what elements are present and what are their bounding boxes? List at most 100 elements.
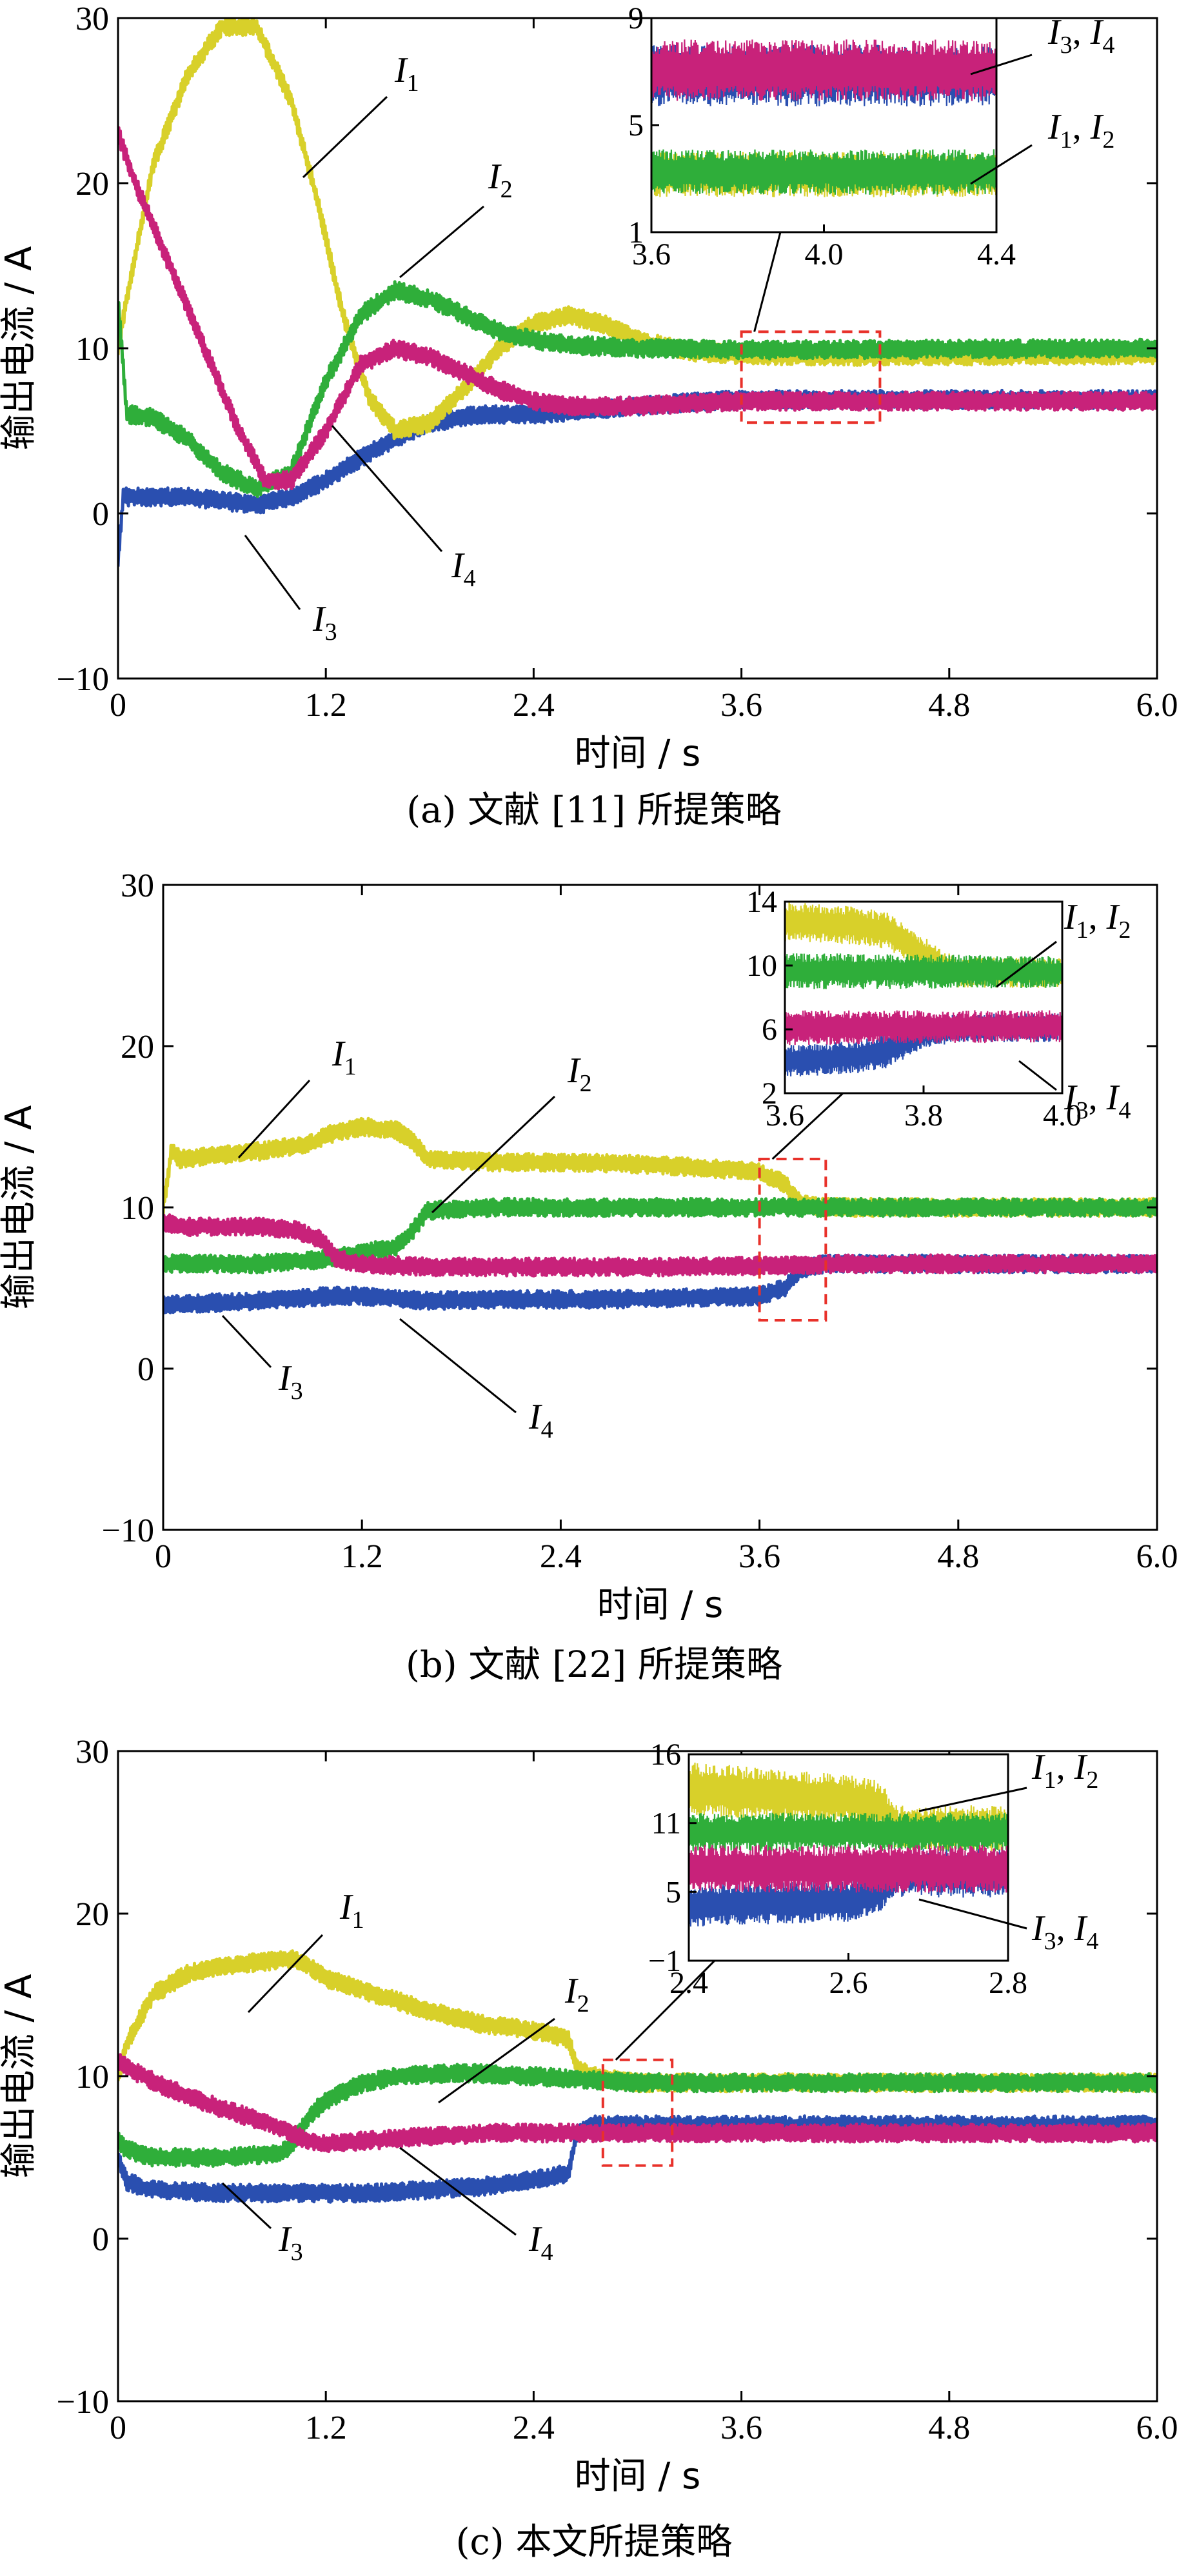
annotation-label: I2 — [488, 157, 513, 203]
x-tick-label: 6.0 — [1136, 1538, 1178, 1575]
zoom-box — [758, 1158, 827, 1322]
series-line-I4 — [163, 1213, 1157, 1278]
inset-y-tick-label: 9 — [628, 1, 644, 35]
annotation-label: I1, I2 — [1064, 897, 1131, 944]
annotation-label: I3 — [312, 599, 337, 646]
series-line-I4 — [118, 126, 1157, 491]
x-tick-label: 0 — [155, 1538, 172, 1575]
x-tick-label: 2.4 — [513, 2410, 555, 2446]
annotation-label: I4 — [528, 1397, 553, 1443]
inset-band-I2 — [689, 1812, 1008, 1852]
annotation-0: I1 — [237, 1034, 357, 1159]
x-axis-label: 时间 / s — [597, 1584, 724, 1626]
panel-caption: (b) 文献 [22] 所提策略 — [406, 1644, 782, 1686]
annotation-3: I4 — [399, 1318, 553, 1443]
annotation-leader — [399, 2146, 517, 2236]
y-tick-label: 0 — [92, 496, 109, 533]
inset-x-tick-label: 2.6 — [829, 1966, 868, 2000]
x-tick-label: 1.2 — [305, 687, 347, 724]
y-tick-label: 20 — [75, 166, 109, 203]
panel-caption: (c) 本文所提策略 — [456, 2521, 733, 2563]
annotation-leader — [918, 1787, 1027, 1812]
y-tick-label: −10 — [102, 1512, 154, 1549]
annotation-5: I3, I4 — [1018, 1060, 1131, 1124]
annotation-leader — [1018, 1060, 1057, 1091]
x-tick-label: 2.4 — [513, 687, 555, 724]
inset-x-tick-label: 3.8 — [904, 1098, 943, 1133]
y-tick-label: 20 — [121, 1029, 154, 1065]
annotation-4: I1, I2 — [996, 897, 1131, 988]
zoom-connector — [771, 1092, 844, 1160]
x-tick-label: 3.6 — [720, 2410, 762, 2446]
annotation-label: I3, I4 — [1031, 1908, 1098, 1955]
x-tick-label: 1.2 — [305, 2410, 347, 2446]
x-tick-label: 4.8 — [928, 2410, 970, 2446]
inset-band-I2 — [651, 149, 996, 195]
annotation-label: I3 — [278, 1358, 303, 1405]
y-axis-label: 输出电流 / A — [0, 246, 40, 451]
y-tick-label: 0 — [92, 2221, 109, 2258]
y-tick-label: 30 — [75, 1, 109, 37]
inset-x-tick-label: 4.4 — [977, 237, 1016, 272]
annotation-label: I3, I4 — [1047, 12, 1114, 59]
zoom-box — [740, 330, 882, 424]
annotation-leader — [996, 940, 1057, 988]
x-axis-label: 时间 / s — [575, 2455, 701, 2497]
annotation-1: I2 — [438, 1971, 589, 2104]
inset-x-tick-label: 4.0 — [1043, 1098, 1082, 1133]
inset-band-I4 — [651, 39, 996, 101]
annotation-label: I4 — [451, 546, 476, 592]
inset-x-tick-label: 2.8 — [989, 1966, 1027, 2000]
y-axis-label: 输出电流 / A — [0, 1105, 40, 1310]
annotation-leader — [399, 1318, 517, 1414]
annotation-1: I2 — [431, 1051, 592, 1214]
annotation-2: I3 — [221, 2182, 303, 2266]
annotation-label: I1 — [332, 1034, 357, 1080]
inset-y-tick-label: −1 — [648, 1944, 681, 1978]
annotation-leader — [431, 1095, 556, 1214]
inset-plot-area — [689, 1762, 1008, 1927]
inset-band-I4 — [785, 1010, 1062, 1045]
annotation-label: I3, I4 — [1064, 1078, 1131, 1124]
annotation-label: I2 — [567, 1051, 592, 1097]
inset-x-tick-label: 4.0 — [805, 237, 844, 272]
plot-area-c — [118, 1949, 1157, 2204]
plot-area-a — [118, 18, 1157, 567]
annotation-2: I3 — [244, 535, 337, 646]
inset-x-tick-label: 3.6 — [766, 1098, 804, 1133]
inset-y-tick-label: 5 — [628, 108, 644, 143]
annotation-leader — [399, 205, 484, 279]
annotation-leader — [918, 1898, 1027, 1930]
inset-x-tick-label: 2.4 — [669, 1966, 708, 2000]
y-tick-label: 30 — [121, 867, 154, 904]
annotation-label: I1, I2 — [1047, 107, 1114, 154]
annotation-leader — [970, 144, 1033, 185]
annotation-label: I1 — [394, 50, 419, 97]
zoom-connector — [615, 1959, 716, 2061]
x-tick-label: 4.8 — [937, 1538, 979, 1575]
y-tick-label: 30 — [75, 1734, 109, 1770]
inset-band-I4 — [689, 1844, 1008, 1893]
x-tick-label: 3.6 — [738, 1538, 780, 1575]
inset-y-tick-label: 6 — [762, 1013, 777, 1047]
series-line-I4 — [118, 2053, 1157, 2154]
inset-y-tick-label: 2 — [762, 1076, 777, 1111]
inset-plot-area — [651, 39, 996, 197]
series-line-I2 — [118, 2063, 1157, 2168]
annotation-label: I1 — [339, 1887, 364, 1934]
y-axis-label: 输出电流 / A — [0, 1974, 40, 2179]
x-tick-label: 4.8 — [928, 687, 970, 724]
inset-y-tick-label: 14 — [746, 885, 777, 919]
inset-y-tick-label: 10 — [746, 949, 777, 983]
annotation-0: I1 — [302, 50, 419, 179]
x-tick-label: 0 — [110, 687, 126, 724]
y-tick-label: −10 — [57, 661, 109, 698]
x-tick-label: 6.0 — [1136, 2410, 1178, 2446]
annotation-5: I3, I4 — [918, 1898, 1098, 1955]
x-axis-label: 时间 / s — [575, 733, 701, 775]
annotation-leader — [438, 2017, 555, 2104]
annotation-leader — [221, 2182, 272, 2230]
annotation-label: I1, I2 — [1031, 1747, 1098, 1794]
